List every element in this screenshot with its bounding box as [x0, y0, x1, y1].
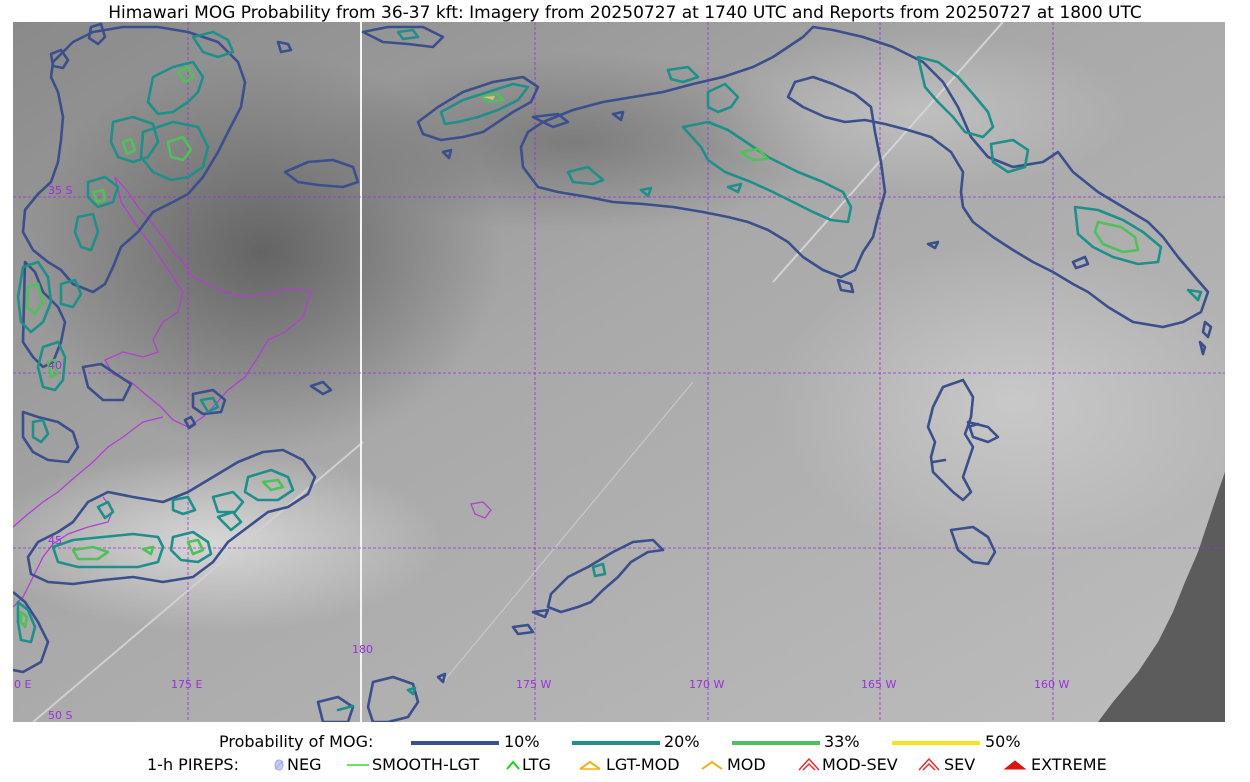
lat-label: 40	[48, 359, 62, 372]
north-island-coast	[104, 176, 312, 428]
legend-swatch-20pct	[572, 741, 660, 745]
legend-label-sev: SEV	[944, 755, 976, 774]
legend-label-mod: MOD	[727, 755, 766, 774]
contrail	[32, 441, 364, 722]
south-island-coast	[13, 416, 164, 608]
pireps-legend: 1-h PIREPS: NEG SMOOTH-LGT LTG LGT-MOD M…	[0, 755, 1250, 777]
lat-label: 45	[48, 534, 62, 547]
coastline	[13, 176, 492, 608]
mod-sev-icon	[798, 757, 820, 771]
map-title: Himawari MOG Probability from 36-37 kft:…	[108, 3, 1142, 23]
lgt-mod-icon	[579, 760, 601, 770]
contour-33pct	[19, 65, 1140, 629]
no-data-region	[1098, 472, 1225, 722]
legend-label-ltg: LTG	[522, 755, 551, 774]
grid-labels: 35 S 40 45 50 S 170 E 175 E 180 175 W 17…	[13, 184, 1069, 722]
satellite-map: 35 S 40 45 50 S 170 E 175 E 180 175 W 17…	[13, 22, 1225, 722]
contrail	[442, 381, 694, 683]
cloud-band-north	[693, 32, 1133, 192]
probability-legend-title: Probability of MOG:	[219, 732, 374, 751]
lon-label: 180	[352, 643, 373, 656]
lon-label: 170 W	[689, 678, 724, 691]
contour-10pct	[13, 22, 1213, 722]
contour-50pct	[483, 96, 495, 100]
legend-swatch-10pct	[411, 741, 499, 745]
mod-icon	[701, 760, 723, 770]
extreme-icon	[1003, 760, 1027, 770]
legend-label-mod-sev: MOD-SEV	[822, 755, 898, 774]
lon-label: 165 W	[861, 678, 896, 691]
pireps-legend-title: 1-h PIREPS:	[147, 755, 239, 774]
legend-label-33pct: 33%	[824, 732, 860, 751]
lon-label: 170 E	[13, 678, 31, 691]
lat-label: 50 S	[48, 709, 72, 722]
legend-label-10pct: 10%	[504, 732, 540, 751]
lat-label: 35 S	[48, 184, 72, 197]
legend-label-20pct: 20%	[664, 732, 700, 751]
contrail	[772, 22, 1004, 283]
legend-label-extreme: EXTREME	[1031, 755, 1107, 774]
smooth-lgt-icon	[347, 764, 369, 766]
legend-label-50pct: 50%	[985, 732, 1021, 751]
legend-swatch-50pct	[892, 741, 980, 745]
sev-icon	[918, 757, 940, 771]
legend-label-neg: NEG	[287, 755, 322, 774]
chatham-islands-coast	[470, 501, 492, 519]
ltg-icon	[506, 760, 520, 770]
legend-swatch-33pct	[732, 741, 820, 745]
lon-label: 175 W	[516, 678, 551, 691]
lon-label: 160 W	[1034, 678, 1069, 691]
legend-label-lgt-mod: LGT-MOD	[606, 755, 680, 774]
neg-icon	[274, 759, 284, 771]
probability-legend: Probability of MOG: 10% 20% 33% 50%	[0, 732, 1250, 754]
legend-label-smooth-lgt: SMOOTH-LGT	[372, 755, 480, 774]
contour-20pct	[16, 28, 1203, 712]
lon-label: 175 E	[171, 678, 202, 691]
cloud-band-east	[773, 242, 1225, 562]
